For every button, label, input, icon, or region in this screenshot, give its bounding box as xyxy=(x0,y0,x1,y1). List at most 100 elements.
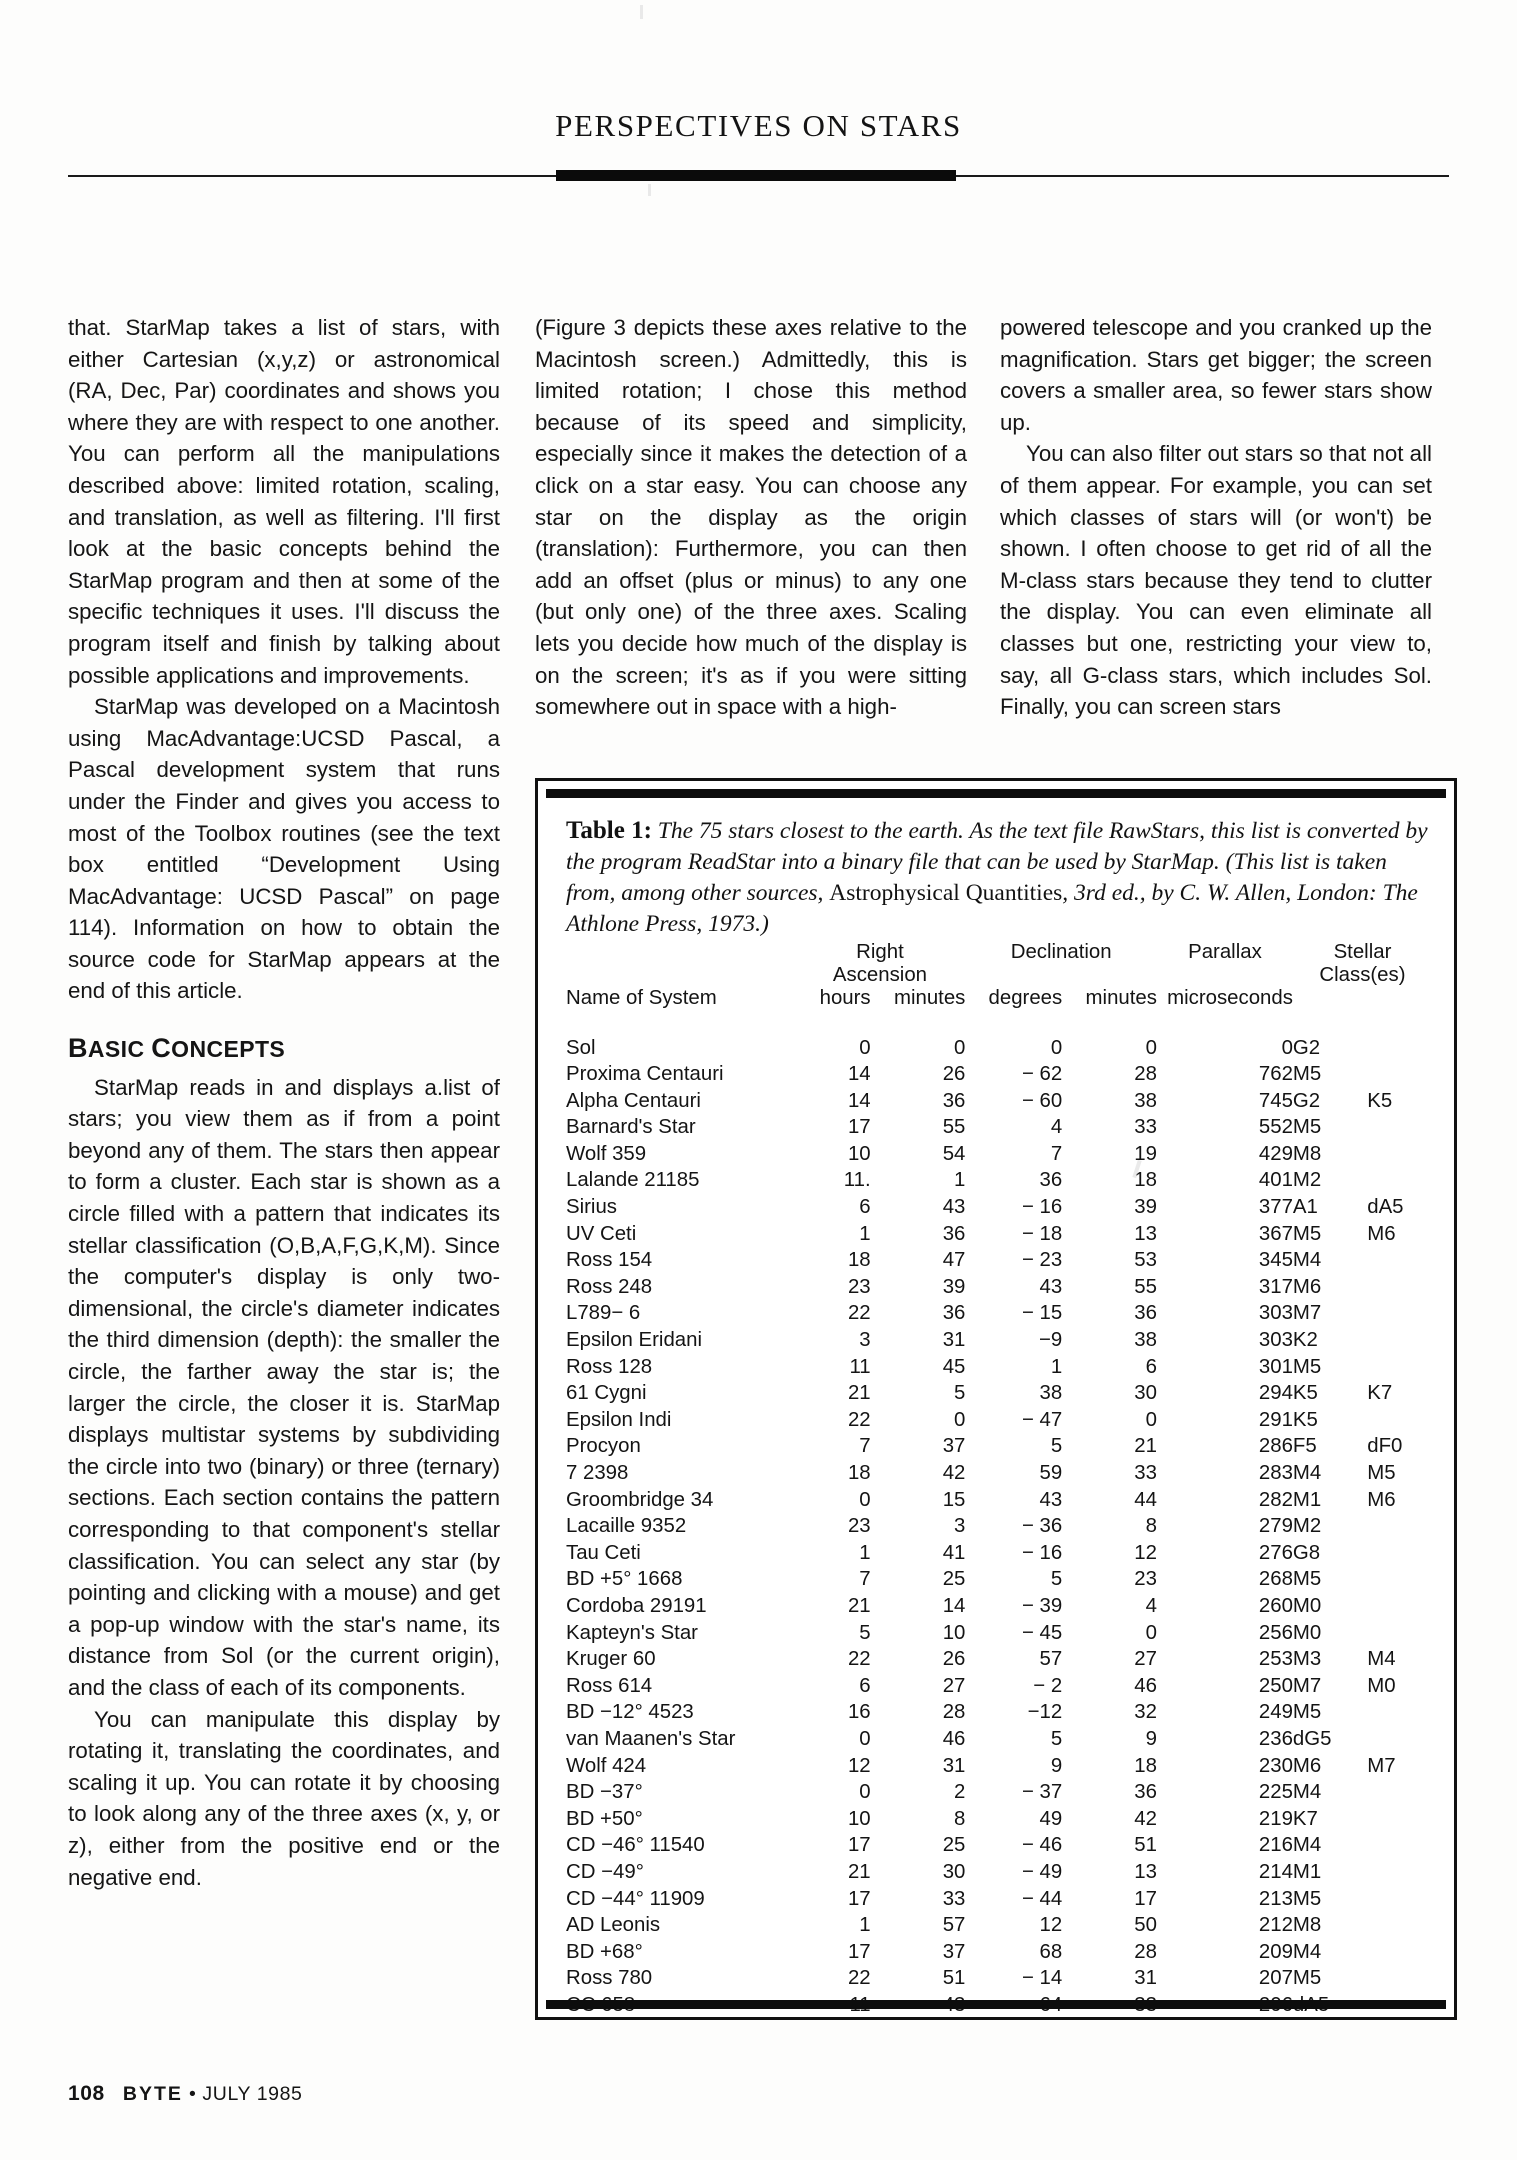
cell-stellar-class-secondary xyxy=(1367,1859,1432,1886)
cell-stellar-class-secondary xyxy=(1367,1540,1432,1567)
scan-artifact xyxy=(640,5,643,19)
cell-dec-minutes: 33 xyxy=(1134,1462,1157,1484)
cell-stellar-class-primary: M0 xyxy=(1292,1621,1322,1644)
cell-ra-hours: 18 xyxy=(847,1249,871,1272)
cell-ra-hours: 12 xyxy=(847,1754,871,1777)
cell-dec-degrees: − 14 xyxy=(1021,1967,1063,1990)
cell-ra-minutes: 33 xyxy=(942,1887,966,1910)
cell-parallax-microseconds: 214 xyxy=(1258,1860,1293,1883)
table-body: Sol 0 0 0 0 0 G2 Proxima Centauri 14 26− 62 28 762 M… xyxy=(566,1010,1432,2018)
cell-parallax-microseconds: 367 xyxy=(1258,1222,1293,1245)
cell-dec-minutes: 39 xyxy=(1134,1196,1157,1219)
cell-stellar-class-primary: M0 xyxy=(1292,1594,1322,1617)
cell-dec-degrees: − 46 xyxy=(1021,1834,1063,1857)
table-row: Wolf 424 12 31 9 18 230 M6 M7 xyxy=(566,1753,1432,1780)
cell-stellar-class-secondary: M0 xyxy=(1367,1674,1396,1697)
cell-ra-hours: 5 xyxy=(859,1621,871,1644)
cell-ra-hours: 10 xyxy=(847,1807,871,1830)
cell-parallax-microseconds: 207 xyxy=(1258,1967,1293,1990)
table-row: Ross 780 22 51 − 14 31 207 M5 xyxy=(566,1965,1432,1992)
cell-dec-minutes: 13 xyxy=(1134,1222,1157,1245)
cell-stellar-class-secondary xyxy=(1367,1035,1432,1062)
cell-stellar-class-secondary xyxy=(1367,1513,1432,1540)
cell-ra-minutes: 36 xyxy=(942,1302,966,1325)
table-row: CD −49° 21 30 − 49 13 214 M1 xyxy=(566,1859,1432,1886)
cell-ra-hours: 1 xyxy=(859,1541,871,1564)
cell-star-name: BD +5° 1668 xyxy=(566,1568,683,1591)
cell-dec-degrees: 38 xyxy=(1039,1382,1063,1405)
cell-parallax-microseconds: 377 xyxy=(1258,1196,1293,1219)
cell-stellar-class-secondary: dA5 xyxy=(1367,1196,1404,1219)
cell-dec-minutes: 27 xyxy=(1134,1648,1157,1671)
column-header-microseconds: microseconds xyxy=(1167,987,1293,1009)
cell-stellar-class-secondary xyxy=(1367,1806,1432,1833)
cell-dec-minutes: 44 xyxy=(1134,1488,1157,1511)
cell-stellar-class-secondary xyxy=(1367,1912,1432,1939)
cell-dec-degrees: 68 xyxy=(1039,1940,1063,1963)
paragraph: that. StarMap takes a list of stars, wit… xyxy=(68,315,500,688)
cell-stellar-class-primary: M7 xyxy=(1292,1302,1322,1325)
cell-parallax-microseconds: 225 xyxy=(1258,1781,1293,1804)
cell-dec-minutes: 0 xyxy=(1145,1621,1157,1644)
cell-stellar-class-primary: K5 xyxy=(1292,1382,1318,1405)
cell-ra-hours: 6 xyxy=(859,1674,871,1697)
table-row: 7 2398 18 42 59 33 283 M4 M5 xyxy=(566,1460,1432,1487)
table-row: Barnard's Star 17 55 4 33 552 M5 xyxy=(566,1114,1432,1141)
cell-ra-minutes: 26 xyxy=(942,1063,966,1086)
cell-star-name: BD +68° xyxy=(566,1940,643,1963)
cell-ra-hours: 17 xyxy=(847,1940,871,1963)
cell-stellar-class-secondary: K5 xyxy=(1367,1089,1393,1112)
cell-star-name: Lacaille 9352 xyxy=(566,1515,687,1538)
table-row: Lacaille 9352 23 3 − 36 8 279 M2 xyxy=(566,1513,1432,1540)
cell-dec-degrees: − 39 xyxy=(1021,1594,1063,1617)
cell-stellar-class-primary: M3 xyxy=(1292,1648,1322,1671)
cell-dec-minutes: 31 xyxy=(1134,1967,1157,1990)
cell-dec-minutes: 32 xyxy=(1134,1701,1157,1724)
cell-dec-minutes: 19 xyxy=(1134,1142,1157,1165)
cell-dec-minutes: 12 xyxy=(1134,1541,1157,1564)
cell-star-name: Kapteyn's Star xyxy=(566,1621,698,1644)
cell-dec-minutes: 23 xyxy=(1134,1568,1157,1591)
cell-ra-minutes: 15 xyxy=(942,1488,966,1511)
cell-parallax-microseconds: 0 xyxy=(1281,1036,1293,1059)
table-header-group-row: Name of System Right Declination Paralla… xyxy=(566,941,1432,1009)
cell-dec-degrees: − 16 xyxy=(1021,1541,1063,1564)
cell-star-name: Groombridge 34 xyxy=(566,1488,714,1511)
cell-stellar-class-primary: M4 xyxy=(1292,1781,1322,1804)
cell-ra-minutes: 27 xyxy=(942,1674,966,1697)
cell-dec-minutes: 36 xyxy=(1134,1781,1157,1804)
cell-stellar-class-secondary: M5 xyxy=(1367,1462,1396,1484)
cell-ra-hours: 17 xyxy=(847,1834,871,1857)
cell-parallax-microseconds: 212 xyxy=(1258,1914,1293,1937)
cell-star-name: BD −12° 4523 xyxy=(566,1701,694,1724)
cell-ra-minutes: 31 xyxy=(942,1754,966,1777)
cell-dec-degrees: 5 xyxy=(1050,1568,1063,1591)
table-row: L789− 6 22 36 − 15 36 303 M7 xyxy=(566,1300,1432,1327)
cell-ra-minutes: 55 xyxy=(942,1116,966,1139)
cell-dec-degrees: 43 xyxy=(1039,1275,1063,1298)
cell-star-name: Epsilon Eridani xyxy=(566,1329,703,1352)
cell-star-name: Cordoba 29191 xyxy=(566,1594,707,1617)
cell-star-name: Ross 128 xyxy=(566,1355,653,1378)
cell-star-name: Proxima Centauri xyxy=(566,1063,724,1086)
cell-ra-hours: 14 xyxy=(847,1089,871,1112)
table-row: BD −12° 4523 16 28 −12 32 249 M5 xyxy=(566,1699,1432,1726)
running-head: PERSPECTIVES ON STARS xyxy=(555,108,962,143)
column-header-class-1 xyxy=(1293,987,1367,1010)
column-header-name: Name of System xyxy=(566,987,717,1009)
cell-ra-hours: 23 xyxy=(847,1515,871,1538)
paragraph: powered telescope and you cranked up the… xyxy=(1000,315,1432,435)
cell-ra-minutes: 43 xyxy=(942,1993,966,2016)
cell-dec-degrees: − 64 xyxy=(1021,1993,1063,2016)
cell-stellar-class-primary: M4 xyxy=(1292,1834,1322,1857)
cell-ra-hours: 22 xyxy=(847,1648,871,1671)
table-row: CD −46° 11540 17 25 − 46 51 216 M4 xyxy=(566,1832,1432,1859)
cell-stellar-class-secondary: K7 xyxy=(1367,1382,1393,1405)
table-row: Sirius 6 43 − 16 39 377 A1 dA5 xyxy=(566,1194,1432,1221)
cell-ra-minutes: 45 xyxy=(942,1355,966,1378)
cell-ra-minutes: 3 xyxy=(954,1515,966,1538)
cell-dec-degrees: − 18 xyxy=(1021,1222,1063,1245)
table-row: van Maanen's Star 0 46 5 9 236 dG5 xyxy=(566,1726,1432,1753)
table-row: Procyon 7 37 5 21 286 F5 dF0 xyxy=(566,1433,1432,1460)
